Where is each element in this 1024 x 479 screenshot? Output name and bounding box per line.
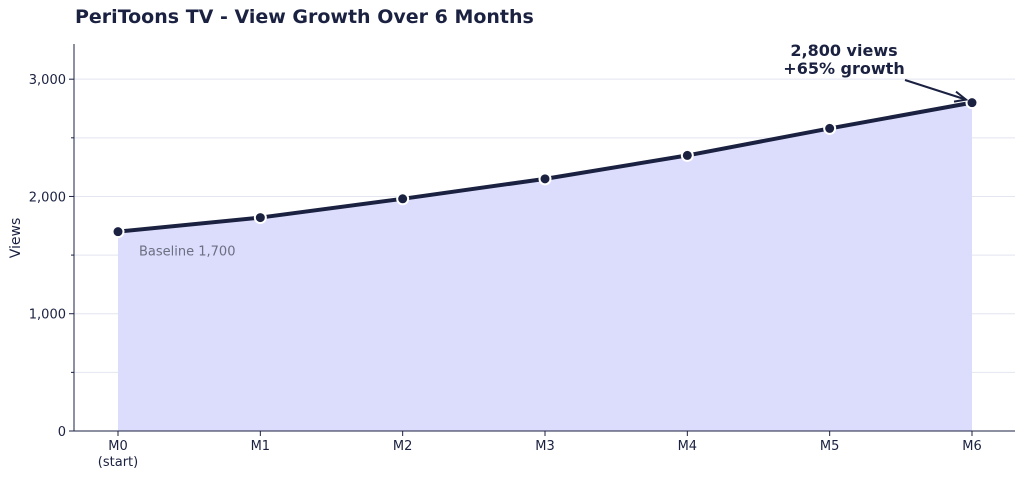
y-tick-label: 2,000 <box>29 190 66 205</box>
data-point <box>823 121 837 135</box>
x-tick-label: M0 (start) <box>98 439 138 470</box>
data-point <box>396 192 410 206</box>
data-points <box>111 96 979 239</box>
peak-annotation: 2,800 views +65% growth <box>783 41 969 103</box>
y-tick-label: 1,000 <box>29 308 66 323</box>
data-point <box>680 148 694 162</box>
peak-annotation-line2: +65% growth <box>783 59 904 78</box>
y-tick-label: 3,000 <box>29 73 66 88</box>
peak-arrowhead <box>953 90 969 103</box>
data-point <box>965 96 979 110</box>
chart-title: PeriToons TV - View Growth Over 6 Months <box>75 6 534 28</box>
x-tick-label: M2 <box>393 439 413 454</box>
x-tick-label: M3 <box>535 439 555 454</box>
area-fill <box>118 102 972 432</box>
baseline-annotation: Baseline 1,700 <box>139 245 235 260</box>
x-tick-label: M4 <box>678 439 698 454</box>
y-axis-ticks: 0 1,000 2,000 3,000 <box>29 73 74 440</box>
data-point <box>111 225 125 239</box>
x-tick-label: M6 <box>962 439 982 454</box>
y-axis-label: Views <box>8 218 24 259</box>
data-point <box>253 211 267 225</box>
y-tick-label: 0 <box>58 425 66 440</box>
x-tick-label: M1 <box>251 439 271 454</box>
peak-annotation-line1: 2,800 views <box>790 41 897 60</box>
data-point <box>538 172 552 186</box>
x-tick-label: M5 <box>820 439 840 454</box>
x-axis-ticks: M0 (start) M1 M2 M3 M4 M5 M6 <box>98 431 982 470</box>
peak-arrow <box>904 79 967 101</box>
